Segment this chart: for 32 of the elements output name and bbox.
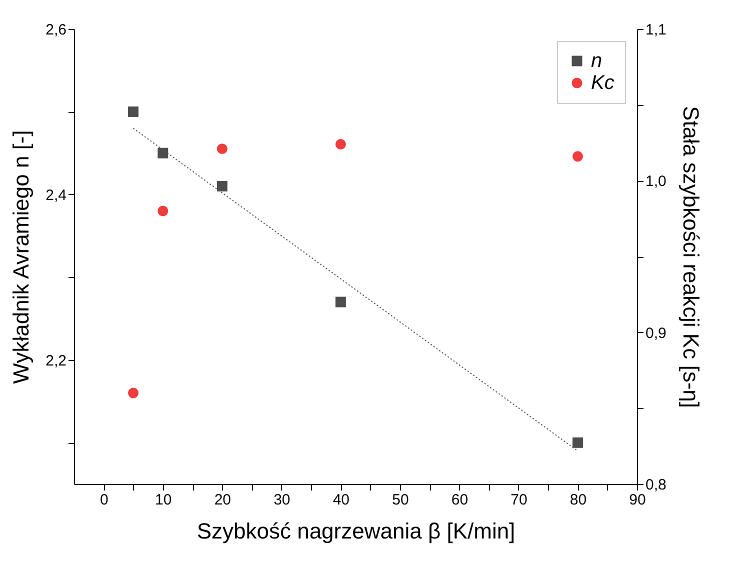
- x-tick-label: 90: [629, 492, 646, 508]
- x-tick-label: 10: [155, 492, 172, 508]
- y2-tick-label: 0,8: [646, 476, 666, 494]
- point: [572, 437, 583, 448]
- point: [216, 180, 228, 192]
- point: [335, 139, 346, 150]
- x-tick-label: 80: [570, 492, 587, 508]
- x-tick-label: 30: [274, 492, 290, 508]
- point: [572, 151, 583, 162]
- x-tick-label: 40: [332, 492, 350, 508]
- x-tick-label: 0: [100, 492, 108, 508]
- y-tick-label: 2,2: [46, 352, 66, 370]
- x-tick-label: 20: [214, 492, 231, 508]
- point: [128, 106, 139, 117]
- legend-label: Kc: [591, 72, 614, 94]
- y-tick-label: 2,6: [46, 22, 66, 38]
- y2-tick-label: 1,1: [646, 22, 666, 38]
- y2-axis-title: Stała szybkości reakcji Kc [s-η]: [678, 106, 704, 408]
- y-axis-title: Wykładnik Avramiego n [-]: [8, 130, 34, 384]
- y2-tick-label: 0,9: [646, 324, 666, 342]
- point: [216, 144, 228, 154]
- point: [128, 388, 139, 398]
- legend-label: n: [591, 50, 602, 72]
- y2-tick-label: 1,0: [646, 173, 666, 190]
- x-tick-label: 60: [451, 492, 468, 508]
- x-tick-label: 70: [510, 492, 528, 508]
- point: [158, 206, 168, 216]
- x-tick-label: 50: [392, 492, 409, 508]
- point: [158, 148, 168, 158]
- x-axis-title: Szybkość nagrzewania β [K/min]: [196, 518, 516, 544]
- y-tick-label: 2,4: [46, 186, 66, 204]
- point: [335, 296, 346, 308]
